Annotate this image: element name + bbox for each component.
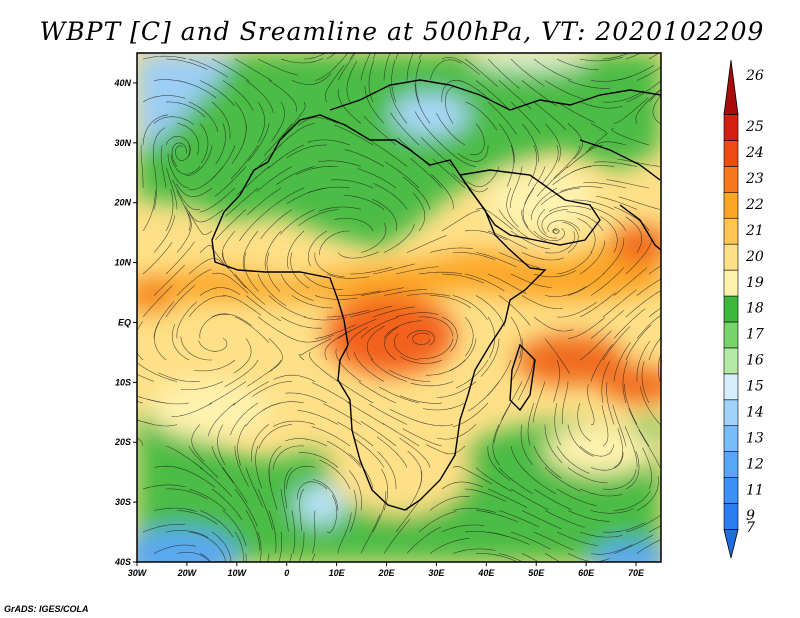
streamlines [137, 53, 661, 562]
lon-tick-label: 70E [628, 568, 645, 578]
lon-tick-label: 50E [528, 568, 545, 578]
grads-credit: GrADS: IGES/COLA [4, 604, 89, 614]
colorbar-label: 19 [746, 275, 764, 291]
colorbar-label: 26 [745, 68, 764, 84]
colorbar-swatch [723, 503, 739, 530]
colorbar-swatch [723, 243, 739, 271]
colorbar-label: 16 [746, 353, 764, 369]
colorbar-swatch [723, 425, 739, 452]
lat-tick-label: 10N [114, 258, 131, 268]
lat-tick-label: 30S [115, 497, 131, 507]
colorbar-swatch [723, 399, 739, 427]
colorbar-label: 18 [746, 301, 764, 317]
colorbar-label: 24 [745, 145, 764, 161]
colorbar-label: 20 [745, 249, 764, 265]
colorbar-swatch [723, 347, 739, 375]
colorbar-swatch [723, 269, 739, 297]
lat-tick-label: 20N [113, 198, 131, 208]
map-frame [136, 52, 662, 563]
colorbar-swatch [723, 217, 739, 245]
colorbar-swatch [723, 191, 739, 219]
lat-tick-label: 20S [114, 437, 131, 447]
colorbar-swatch [723, 321, 739, 349]
colorbar: 79 11 12 13 14 15 16 17 18 19 20 21 22 23 24 25 26 [723, 59, 764, 559]
colorbar-label: 12 [746, 456, 764, 472]
wbpt-shaded-field [137, 53, 661, 562]
colorbar-label: 14 [746, 404, 764, 420]
streamline-path [137, 53, 661, 562]
colorbar-swatch [723, 529, 739, 559]
colorbar-label: 7 [746, 520, 755, 536]
latitude-ticks: 40N 30N 20N 10N EQ 10S 20S 30S 40S [113, 78, 137, 567]
colorbar-swatch [723, 295, 739, 323]
figure-title: WBPT [C] and Sreamline at 500hPa, VT: 20… [40, 17, 765, 46]
colorbar-swatch [723, 140, 739, 167]
coastlines [211, 79, 661, 511]
colorbar-label: 22 [745, 197, 764, 213]
lon-tick-label: 40E [477, 568, 495, 578]
colorbar-label: 17 [746, 327, 764, 343]
colorbar-swatch [723, 477, 739, 504]
colorbar-swatch [723, 451, 739, 478]
lon-tick-label: 60E [578, 568, 595, 578]
lon-tick-label: 30E [428, 568, 445, 578]
lon-tick-label: 20W [177, 568, 198, 578]
lat-tick-label: 10S [115, 377, 131, 387]
colorbar-label: 11 [746, 482, 764, 498]
colorbar-label: 25 [745, 119, 764, 135]
colorbar-swatch [723, 59, 739, 115]
colorbar-label: 21 [745, 223, 764, 239]
lat-tick-label: EQ [118, 317, 131, 327]
colorbar-label: 15 [746, 379, 764, 395]
colorbar-swatch [723, 373, 739, 401]
colorbar-label: 13 [746, 430, 764, 446]
lon-tick-label: 0 [284, 568, 289, 578]
lon-tick-label: 30W [128, 568, 148, 578]
colorbar-swatch [723, 166, 739, 193]
longitude-ticks: 30W 20W 10W 0 10E 20E 30E 40E 50E 60E 70E [128, 562, 645, 578]
lon-tick-label: 10E [329, 568, 346, 578]
lat-tick-label: 30N [114, 138, 131, 148]
lat-tick-label: 40N [113, 78, 131, 88]
colorbar-swatch [723, 114, 739, 141]
colorbar-label: 9 [746, 508, 755, 524]
lon-tick-label: 10W [228, 568, 248, 578]
lat-tick-label: 40S [114, 557, 131, 567]
lon-tick-label: 20E [378, 568, 396, 578]
colorbar-label: 23 [745, 171, 764, 187]
